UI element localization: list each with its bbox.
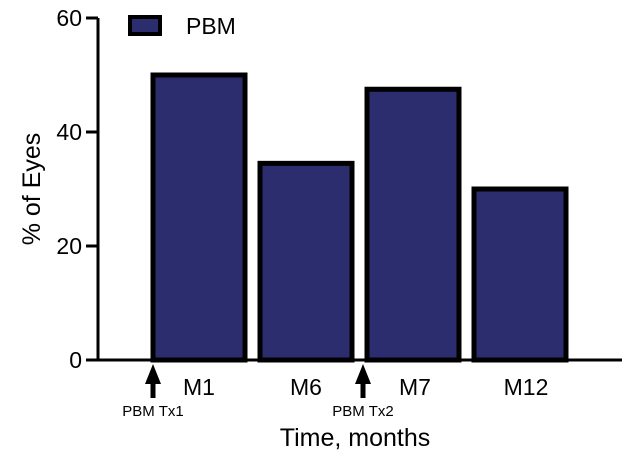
- y-axis-label: % of Eyes: [18, 133, 46, 246]
- x-tick-label: M6: [290, 374, 322, 400]
- legend: PBM: [128, 13, 236, 39]
- annotation-label: PBM Tx1: [122, 403, 183, 420]
- y-tick-label: 40: [56, 119, 82, 145]
- legend-swatch: [128, 15, 162, 36]
- legend-label: PBM: [186, 13, 236, 39]
- y-tick-label: 20: [56, 233, 82, 259]
- annotation-label: PBM Tx2: [332, 403, 393, 420]
- arrow-up-icon: [145, 364, 161, 384]
- bar-m7: [364, 86, 462, 363]
- x-axis-tick-labels: M1 M6 M7 M12: [183, 374, 548, 400]
- x-axis-label: Time, months: [280, 424, 431, 452]
- annotations: PBM Tx1 PBM Tx2: [122, 364, 394, 420]
- arrow-up-icon: [355, 364, 371, 384]
- bar-m12: [471, 186, 569, 363]
- y-axis-ticks: [86, 16, 98, 362]
- bar-m1: [150, 72, 248, 363]
- x-tick-label: M7: [399, 374, 431, 400]
- bar-m6: [257, 160, 355, 363]
- bars: [150, 72, 569, 363]
- x-tick-label: M12: [504, 374, 549, 400]
- x-tick-label: M1: [183, 374, 215, 400]
- y-tick-label: 60: [56, 5, 82, 31]
- y-axis-tick-labels: 0 20 40 60: [56, 5, 82, 373]
- y-tick-label: 0: [69, 347, 82, 373]
